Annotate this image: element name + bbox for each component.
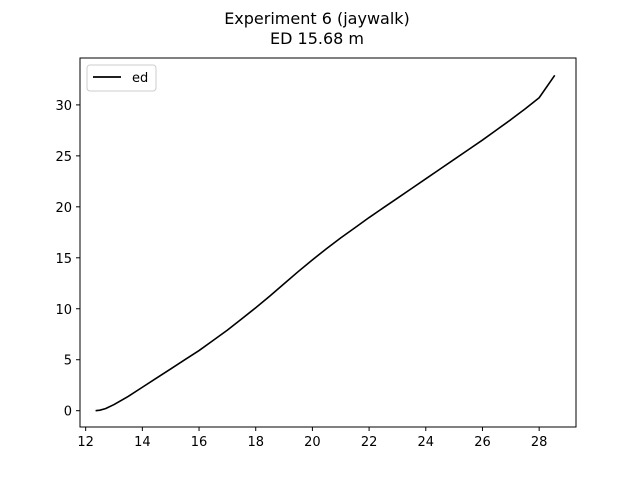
legend-box bbox=[86, 64, 157, 92]
y-tick-label: 25 bbox=[55, 150, 72, 165]
axes-frame bbox=[79, 57, 577, 428]
x-tick-label: 28 bbox=[531, 435, 548, 450]
legend-label-ed: ed bbox=[132, 71, 148, 86]
x-tick-label: 18 bbox=[247, 435, 264, 450]
x-tick-label: 16 bbox=[191, 435, 208, 450]
legend: ed bbox=[86, 64, 157, 92]
x-tick-label: 20 bbox=[304, 435, 321, 450]
x-tick-label: 24 bbox=[418, 435, 435, 450]
chart-subtitle: ED 15.68 m bbox=[270, 29, 364, 48]
y-tick-label: 10 bbox=[55, 303, 72, 318]
y-tick-label: 0 bbox=[64, 405, 72, 420]
x-tick-label: 14 bbox=[134, 435, 151, 450]
y-tick-label: 15 bbox=[55, 252, 72, 267]
series-line-ed bbox=[95, 74, 556, 412]
y-tick-label: 20 bbox=[55, 201, 72, 216]
chart-title: Experiment 6 (jaywalk) bbox=[224, 9, 410, 28]
y-axis: 0 5 10 15 20 25 30 bbox=[55, 99, 80, 420]
plot-area bbox=[95, 74, 556, 412]
x-tick-label: 12 bbox=[77, 435, 94, 450]
y-tick-label: 30 bbox=[55, 99, 72, 114]
x-tick-label: 26 bbox=[474, 435, 491, 450]
x-axis: 12 14 16 18 20 22 24 26 28 bbox=[77, 427, 547, 450]
y-tick-label: 5 bbox=[64, 354, 72, 369]
x-tick-label: 22 bbox=[361, 435, 378, 450]
